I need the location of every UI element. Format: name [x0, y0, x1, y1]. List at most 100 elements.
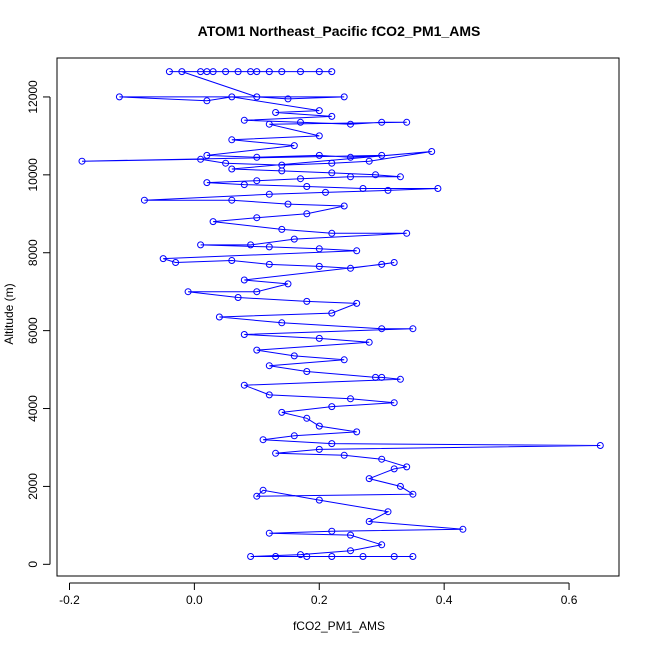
plot-box — [56, 57, 620, 577]
data-point — [403, 229, 411, 237]
data-point — [315, 245, 323, 253]
data-point — [359, 185, 367, 192]
data-point — [315, 68, 323, 76]
data-point — [390, 465, 398, 473]
x-tick-label: -0.2 — [59, 593, 80, 607]
data-point — [390, 259, 398, 266]
data-point — [140, 196, 148, 204]
data-point — [284, 280, 292, 288]
data-point — [297, 118, 304, 126]
data-point — [347, 264, 354, 272]
data-point — [403, 463, 411, 471]
data-point — [303, 368, 311, 375]
data-point — [297, 68, 304, 76]
data-point — [215, 313, 223, 321]
data-point — [184, 288, 192, 296]
data-point — [384, 508, 392, 516]
data-point — [253, 492, 261, 500]
data-point — [315, 262, 323, 270]
data-point — [365, 475, 373, 483]
data-point — [303, 553, 311, 560]
data-point — [265, 362, 273, 370]
data-point — [203, 151, 211, 159]
data-point — [340, 202, 348, 210]
y-tick-label: 12000 — [26, 80, 40, 114]
data-point — [228, 165, 236, 173]
data-point — [253, 93, 261, 101]
data-point — [265, 529, 273, 537]
data-point — [390, 399, 398, 407]
data-point — [228, 93, 236, 101]
data-point — [78, 157, 86, 165]
data-point — [240, 331, 248, 338]
data-point — [290, 352, 298, 360]
data-point — [328, 169, 336, 177]
data-point — [265, 120, 273, 128]
data-point — [115, 93, 123, 101]
data-point — [347, 531, 354, 539]
data-point — [228, 196, 236, 204]
data-point — [322, 188, 329, 196]
data-point — [297, 551, 304, 559]
data-point — [253, 288, 261, 296]
data-point — [247, 553, 255, 560]
data-point — [228, 136, 236, 144]
data-point — [315, 496, 323, 504]
data-point — [328, 553, 336, 560]
data-point — [265, 391, 273, 399]
data-point — [347, 120, 354, 128]
data-point — [278, 167, 286, 175]
data-point — [240, 276, 248, 284]
data-point — [328, 68, 336, 76]
data-point — [278, 225, 286, 233]
data-point — [328, 527, 336, 535]
data-point — [340, 356, 348, 364]
data-point — [222, 159, 230, 167]
data-point — [378, 260, 386, 268]
data-point — [378, 325, 386, 333]
y-tick-label: 6000 — [26, 317, 40, 344]
data-point — [278, 319, 286, 327]
data-point — [409, 553, 417, 560]
data-point — [272, 449, 280, 457]
data-point — [340, 451, 348, 459]
data-point — [347, 153, 354, 161]
series-layer — [78, 68, 604, 560]
data-point — [234, 68, 242, 76]
data-point — [265, 68, 273, 76]
data-point — [353, 247, 361, 255]
data-point — [378, 118, 386, 126]
data-point — [203, 97, 211, 105]
data-point — [203, 68, 211, 76]
data-point — [259, 436, 267, 444]
data-point — [378, 151, 386, 159]
data-point — [240, 181, 248, 189]
data-point — [284, 95, 292, 103]
data-point — [197, 155, 205, 163]
data-point — [347, 395, 354, 403]
data-point — [340, 93, 348, 101]
data-point — [278, 408, 286, 416]
y-axis: 0 2000 4000 6000 8000 10000 12000 — [26, 80, 51, 568]
data-point — [253, 214, 261, 222]
data-point — [178, 68, 186, 76]
data-point — [172, 259, 180, 266]
data-point — [328, 440, 336, 448]
y-tick-label: 0 — [26, 561, 40, 568]
data-point — [409, 490, 417, 498]
data-point — [365, 157, 373, 165]
data-point — [297, 175, 304, 183]
y-axis-label: Altitude (m) — [2, 283, 16, 344]
series-line — [81, 71, 601, 557]
data-point — [165, 68, 173, 76]
data-point — [303, 297, 311, 305]
data-point — [315, 334, 323, 342]
data-point — [328, 229, 336, 237]
data-point — [315, 445, 323, 453]
x-tick-label: 0.6 — [561, 593, 578, 607]
data-point — [353, 428, 361, 436]
data-point — [303, 210, 311, 218]
y-tick-label: 10000 — [26, 158, 40, 192]
data-point — [459, 525, 467, 533]
y-tick-label: 8000 — [26, 239, 40, 266]
